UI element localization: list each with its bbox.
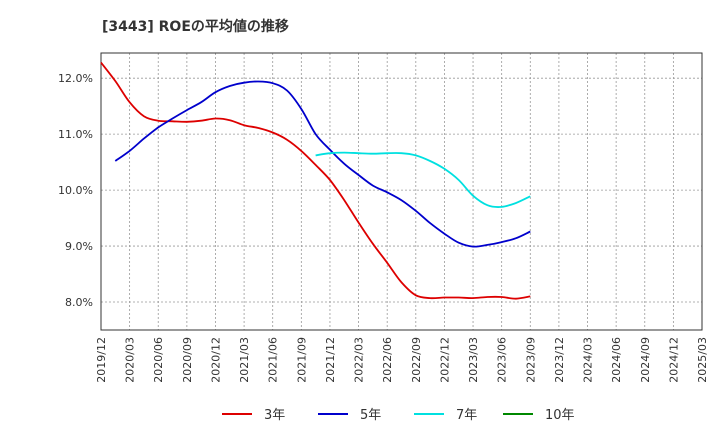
x-tick-label: 2020/06	[152, 337, 165, 383]
series-line-1	[100, 61, 531, 300]
y-tick-label: 12.0%	[58, 72, 93, 85]
x-tick-label: 2020/09	[181, 337, 194, 383]
axis-layer: 8.0% 9.0% 10.0% 11.0% 12.0% 2019/12 2020/03 202…	[58, 52, 709, 383]
legend-label: 10年	[545, 408, 575, 423]
x-tick-label: 2020/03	[124, 337, 137, 383]
x-tick-label: 2024/06	[610, 337, 623, 383]
legend-label: 5年	[360, 408, 381, 423]
x-tick-label: 2022/12	[438, 337, 451, 383]
grid-layer	[100, 53, 703, 330]
y-tick-label: 11.0%	[58, 128, 93, 141]
x-tick-label: 2023/06	[496, 337, 509, 383]
legend: 3年 5年 7年 10年	[222, 408, 575, 423]
series-line-2	[114, 80, 531, 248]
x-tick-label: 2021/12	[324, 337, 337, 383]
x-tick-label: 2023/03	[467, 337, 480, 383]
x-tick-label: 2023/09	[524, 337, 537, 383]
x-tick-label: 2022/03	[353, 337, 366, 383]
x-tick-label: 2024/09	[639, 337, 652, 383]
x-tick-label: 2020/12	[209, 337, 222, 383]
y-tick-label: 8.0%	[65, 296, 93, 309]
chart-title: [3443] ROEの平均値の推移	[102, 18, 289, 35]
legend-label: 3年	[264, 408, 285, 423]
series-line-3	[315, 151, 531, 208]
legend-label: 7年	[456, 408, 477, 423]
y-tick-label: 9.0%	[65, 240, 93, 253]
x-tick-label: 2021/03	[238, 337, 251, 383]
x-tick-label: 2022/09	[410, 337, 423, 383]
x-tick-label: 2024/12	[667, 337, 680, 383]
x-tick-label: 2021/09	[295, 337, 308, 383]
x-tick-label: 2025/03	[696, 337, 709, 383]
x-tick-label: 2023/12	[553, 337, 566, 383]
y-tick-label: 10.0%	[58, 184, 93, 197]
x-tick-label: 2019/12	[95, 337, 108, 383]
x-tick-label: 2021/06	[267, 337, 280, 383]
x-tick-label: 2022/06	[381, 337, 394, 383]
x-tick-label: 2024/03	[582, 337, 595, 383]
series-layer	[100, 61, 531, 300]
plot-frame	[100, 52, 703, 331]
